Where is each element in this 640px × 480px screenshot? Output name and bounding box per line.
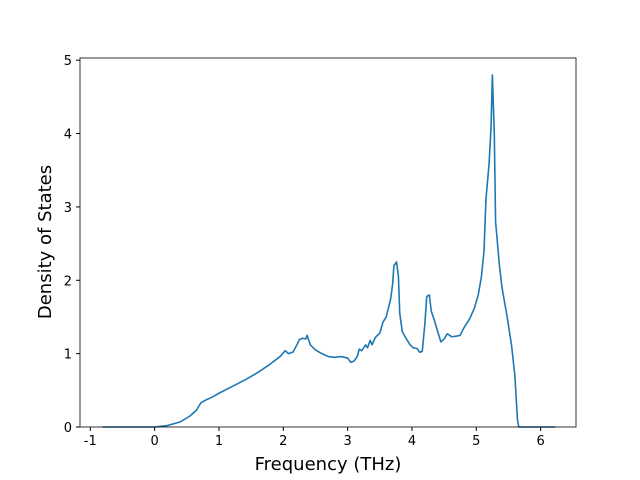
y-tick-label: 1 — [64, 348, 72, 363]
y-tick-label: 5 — [64, 54, 72, 69]
x-tick-label: 1 — [215, 434, 223, 449]
x-tick-label: -1 — [84, 434, 97, 449]
x-tick-label: 3 — [343, 434, 351, 449]
x-tick-label: 0 — [150, 434, 158, 449]
x-tick-label: 5 — [472, 434, 480, 449]
x-tick-label: 6 — [536, 434, 544, 449]
x-axis-label: Frequency (THz) — [255, 454, 402, 475]
plot-frame — [79, 57, 577, 428]
y-tick-label: 0 — [64, 421, 72, 436]
y-tick-label: 2 — [64, 274, 72, 289]
x-tick-label: 4 — [408, 434, 416, 449]
x-tick-label: 2 — [279, 434, 287, 449]
y-tick-label: 3 — [64, 201, 72, 216]
y-tick-label: 4 — [64, 128, 72, 143]
y-axis-label: Density of States — [35, 165, 56, 319]
dos-line — [102, 74, 556, 428]
